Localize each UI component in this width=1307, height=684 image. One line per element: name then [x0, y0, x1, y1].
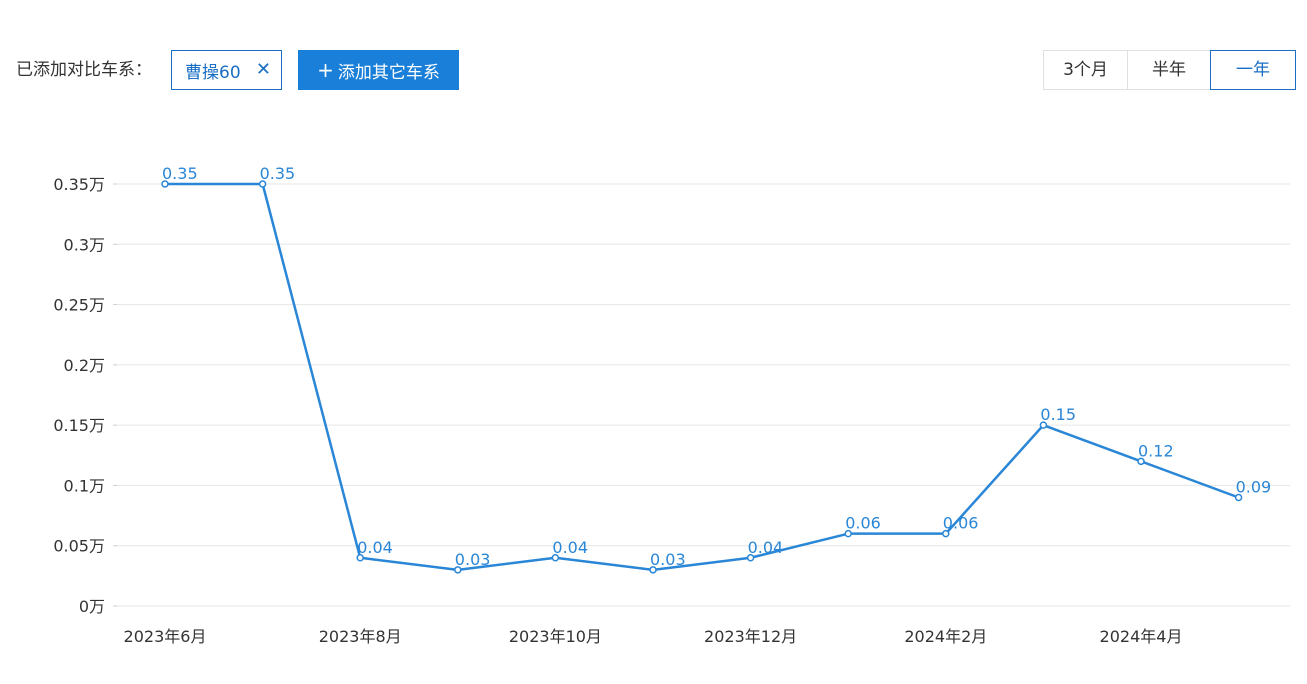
y-tick-label: 0.2万	[64, 356, 105, 375]
data-label: 0.35	[162, 164, 198, 183]
grid-lines	[117, 183, 1290, 607]
data-label: 0.03	[650, 550, 686, 569]
data-label: 0.12	[1138, 441, 1174, 460]
range-one-year-button[interactable]: 一年	[1210, 50, 1296, 90]
series-tag[interactable]: 曹操60 ✕	[171, 50, 282, 90]
data-point[interactable]	[161, 180, 169, 188]
data-point[interactable]	[942, 529, 950, 538]
data-point[interactable]	[1039, 421, 1048, 429]
x-tick-label: 2023年10月	[509, 627, 602, 646]
y-tick-label: 0万	[79, 597, 105, 616]
data-point[interactable]	[258, 180, 267, 188]
data-label: 0.04	[748, 538, 784, 557]
data-label: 0.35	[260, 164, 296, 183]
plus-icon: +	[317, 58, 334, 82]
x-axis-ticks: 2023年6月 2023年8月 2023年10月 2023年12月 2024年2月 202…	[124, 627, 1183, 646]
data-point[interactable]	[1234, 493, 1243, 502]
data-label: 0.15	[1040, 405, 1076, 424]
compare-label: 已添加对比车系：	[16, 60, 152, 80]
series-line-layer	[165, 182, 1240, 572]
y-tick-label: 0.15万	[53, 416, 105, 435]
data-points	[161, 180, 1243, 574]
data-label: 0.06	[943, 514, 979, 533]
y-tick-label: 0.35万	[53, 175, 105, 194]
data-label: 0.03	[455, 550, 491, 569]
range-selector: 3个月 半年 一年	[1043, 50, 1296, 90]
toolbar: 已添加对比车系： 曹操60 ✕ + 添加其它车系 3个月 半年 一年	[0, 0, 1307, 100]
data-label: 0.06	[845, 514, 881, 533]
x-tick-label: 2023年6月	[124, 627, 207, 646]
x-tick-label: 2024年4月	[1100, 627, 1183, 646]
range-half-year-button[interactable]: 半年	[1127, 51, 1210, 89]
add-series-button[interactable]: + 添加其它车系	[298, 50, 459, 90]
data-point[interactable]	[746, 554, 755, 562]
y-tick-label: 0.3万	[64, 235, 105, 254]
sales-line-chart: 0万 0.05万 0.1万 0.15万 0.2万 0.25万 0.3万 0.35万 2023年…	[53, 164, 1290, 646]
close-icon[interactable]: ✕	[255, 59, 271, 80]
x-tick-label: 2024年2月	[904, 627, 987, 646]
y-tick-label: 0.05万	[53, 537, 105, 556]
y-axis-ticks: 0万 0.05万 0.1万 0.15万 0.2万 0.25万 0.3万 0.35万	[53, 175, 117, 616]
data-labels: 0.35 0.35 0.04 0.03 0.04 0.03 0.04 0.06 0.06 0.15…	[162, 164, 1271, 569]
data-label: 0.04	[357, 538, 393, 557]
add-series-label: 添加其它车系	[337, 62, 440, 83]
data-label: 0.09	[1236, 477, 1272, 496]
data-label: 0.04	[552, 538, 588, 557]
data-point[interactable]	[454, 566, 462, 574]
x-tick-label: 2023年12月	[704, 627, 797, 646]
data-point[interactable]	[551, 554, 560, 562]
data-point[interactable]	[844, 529, 852, 538]
y-tick-label: 0.1万	[64, 476, 105, 495]
range-3-months-button[interactable]: 3个月	[1044, 51, 1127, 89]
y-tick-label: 0.25万	[53, 296, 105, 315]
series-tag-label: 曹操60	[185, 62, 241, 83]
data-point[interactable]	[649, 566, 657, 574]
x-tick-label: 2023年8月	[319, 627, 402, 646]
data-point[interactable]	[356, 554, 364, 562]
series-line	[165, 182, 1240, 572]
data-point[interactable]	[1137, 457, 1145, 466]
